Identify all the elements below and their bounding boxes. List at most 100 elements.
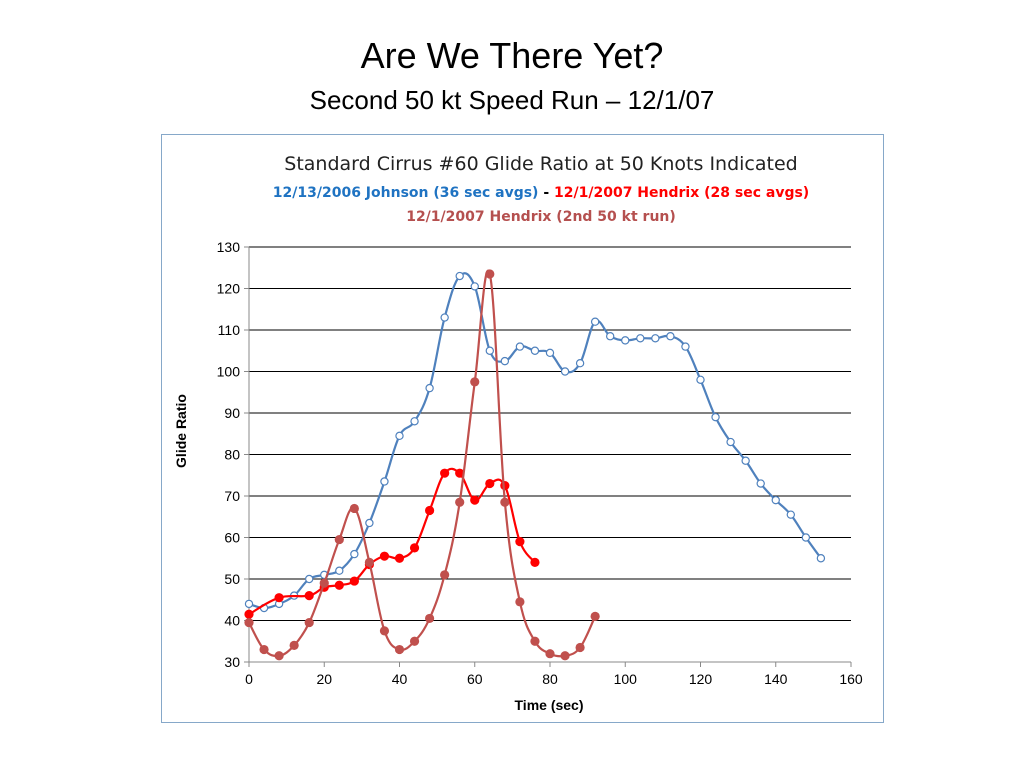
data-point-johnson [455, 271, 464, 281]
data-point-hendrix2 [379, 626, 390, 636]
data-point-johnson [470, 282, 479, 291]
x-tick-label: 160 [839, 671, 863, 687]
data-point-hendrix1 [425, 505, 435, 516]
y-tick-label: 80 [224, 447, 240, 463]
data-point-johnson [771, 495, 780, 505]
data-point-johnson [711, 412, 720, 422]
series-johnson [244, 271, 826, 613]
data-point-hendrix2 [545, 649, 555, 659]
y-tick-label: 130 [217, 239, 241, 255]
data-point-johnson [410, 417, 419, 426]
data-point-hendrix1 [530, 557, 540, 567]
y-tick-label: 100 [217, 364, 241, 380]
data-point-hendrix2 [394, 644, 405, 655]
data-point-johnson [816, 554, 826, 563]
data-point-johnson [365, 518, 374, 528]
data-point-hendrix1 [455, 468, 465, 478]
data-point-hendrix1 [349, 576, 359, 586]
chart-subtitle: 12/13/2006 Johnson (36 sec avgs) - 12/1/… [273, 185, 809, 201]
x-tick-label: 0 [245, 671, 253, 687]
y-tick-label: 110 [218, 322, 241, 338]
data-point-johnson [500, 356, 510, 366]
data-point-hendrix2 [304, 617, 314, 628]
x-tick-label: 140 [764, 671, 788, 687]
data-point-hendrix2 [470, 377, 480, 387]
chart-axes: 30 40 50 60 70 80 90 100 110 120 130 0 20 40 60 80 100 12… [217, 239, 863, 687]
data-point-johnson [606, 332, 615, 341]
y-tick-label: 120 [217, 281, 241, 297]
data-point-johnson [666, 332, 675, 341]
data-point-johnson [425, 383, 434, 393]
series-line-hendrix2 [248, 269, 597, 658]
y-tick-label: 60 [224, 530, 240, 546]
x-tick-label: 80 [542, 671, 558, 687]
x-tick-label: 20 [316, 671, 332, 687]
data-point-johnson [304, 574, 314, 584]
x-tick-label: 60 [467, 671, 483, 687]
data-point-hendrix1 [409, 543, 420, 553]
data-point-johnson [621, 336, 630, 345]
chart-series [244, 269, 826, 661]
chart-subtitle-part: 12/1/2007 Hendrix (28 sec avgs) [554, 185, 809, 201]
data-point-hendrix1 [470, 495, 480, 505]
data-point-hendrix2 [515, 597, 525, 607]
data-point-johnson [575, 358, 585, 368]
slide-title: Are We There Yet? [360, 35, 664, 76]
data-point-johnson [801, 533, 811, 542]
y-tick-label: 40 [224, 613, 240, 629]
data-point-hendrix2 [575, 642, 585, 653]
chart-grid [249, 246, 851, 621]
chart-title: Standard Cirrus #60 Glide Ratio at 50 Kn… [284, 153, 797, 175]
y-tick-label: 90 [224, 405, 240, 421]
data-point-johnson [696, 375, 705, 384]
data-point-hendrix2 [500, 497, 510, 507]
data-point-hendrix2 [274, 651, 284, 661]
data-point-johnson [530, 346, 540, 355]
data-point-johnson [756, 479, 765, 488]
data-point-johnson [395, 431, 404, 441]
data-point-hendrix2 [244, 617, 254, 628]
data-point-hendrix2 [590, 611, 600, 621]
data-point-johnson [681, 342, 690, 351]
x-axis-label: Time (sec) [515, 697, 584, 713]
data-point-hendrix1 [334, 580, 344, 590]
data-point-johnson [590, 317, 600, 326]
chart-frame: Standard Cirrus #60 Glide Ratio at 50 Kn… [161, 134, 884, 723]
chart-subtitle-part: 12/13/2006 Johnson (36 sec avgs) [273, 185, 539, 201]
data-point-johnson [651, 334, 660, 343]
data-point-hendrix2 [409, 636, 420, 646]
slide-subtitle: Second 50 kt Speed Run – 12/1/07 [309, 85, 715, 115]
data-point-johnson [244, 599, 254, 609]
series-hendrix2 [244, 269, 600, 661]
y-tick-label: 70 [224, 488, 240, 504]
data-point-hendrix2 [259, 644, 269, 655]
y-tick-label: 50 [224, 571, 240, 587]
data-point-johnson [440, 313, 449, 322]
x-tick-label: 40 [392, 671, 408, 687]
data-point-hendrix2 [319, 578, 329, 588]
data-point-johnson [485, 346, 494, 355]
data-point-hendrix2 [334, 534, 344, 545]
data-point-johnson [726, 437, 735, 447]
data-point-hendrix2 [560, 651, 570, 661]
data-point-johnson [741, 456, 750, 465]
chart-subtitle-part: - [538, 185, 554, 201]
data-point-hendrix1 [394, 553, 405, 563]
data-point-hendrix2 [485, 269, 495, 279]
data-point-hendrix1 [379, 551, 390, 561]
chart-subtitle-2nd-run: 12/1/2007 Hendrix (2nd 50 kt run) [406, 209, 676, 225]
data-point-hendrix2 [425, 613, 435, 624]
data-point-johnson [560, 367, 570, 376]
glide-ratio-chart: Standard Cirrus #60 Glide Ratio at 50 Kn… [173, 153, 863, 713]
data-point-hendrix1 [515, 537, 525, 547]
data-point-hendrix2 [530, 636, 540, 646]
data-point-johnson [545, 348, 555, 358]
data-point-hendrix2 [289, 640, 299, 650]
y-tick-label: 30 [224, 654, 240, 670]
x-tick-label: 120 [689, 671, 713, 687]
x-tick-label: 100 [614, 671, 638, 687]
data-point-hendrix1 [485, 478, 495, 489]
series-hendrix1 [244, 467, 540, 619]
data-point-hendrix1 [440, 468, 450, 478]
data-point-johnson [380, 477, 389, 486]
